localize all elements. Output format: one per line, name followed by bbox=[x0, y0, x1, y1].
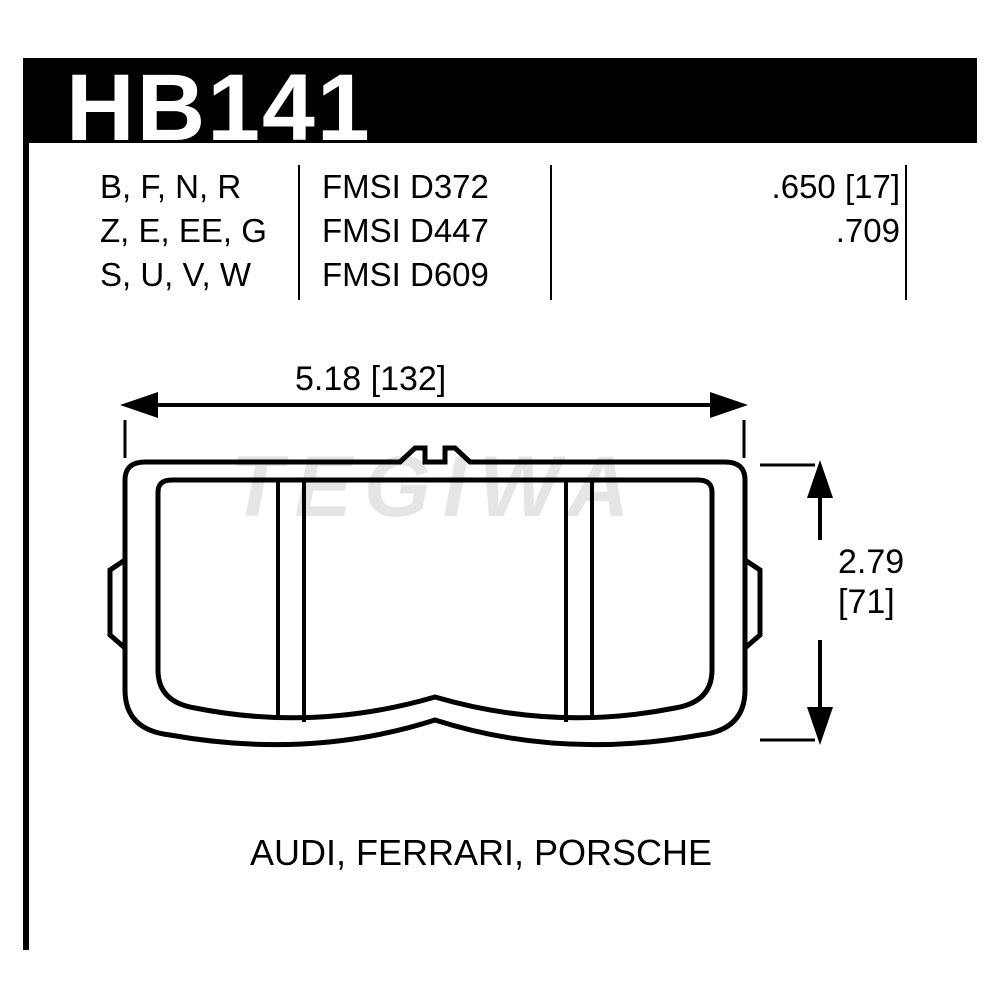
technical-drawing bbox=[0, 0, 1000, 1000]
spec-sheet: HB141 B, F, N, R Z, E, EE, G S, U, V, W … bbox=[0, 0, 1000, 1000]
